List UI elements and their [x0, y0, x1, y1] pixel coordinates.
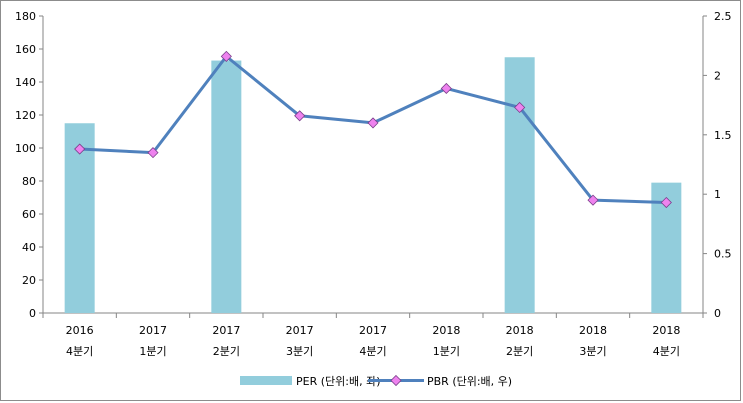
- pbr-point: [367, 117, 379, 129]
- left-tick-label: 80: [22, 175, 36, 188]
- left-tick-label: 100: [15, 142, 36, 155]
- left-tick-label: 20: [22, 274, 36, 287]
- category-quarter-label: 1분기: [139, 345, 166, 358]
- pbr-point: [660, 196, 672, 209]
- per-bar: [211, 60, 242, 313]
- pbr-point: [147, 147, 159, 159]
- right-tick-label: 0: [714, 307, 721, 320]
- pbr-point: [74, 143, 86, 155]
- category-year-label: 2018: [432, 324, 460, 337]
- right-tick-label: 2: [714, 69, 721, 82]
- category-quarter-label: 4분기: [66, 345, 93, 358]
- category-year-label: 2018: [652, 324, 680, 337]
- left-tick-label: 40: [22, 241, 36, 254]
- legend-pbr-marker: [390, 374, 402, 387]
- category-year-label: 2016: [66, 324, 94, 337]
- left-tick-label: 180: [15, 10, 36, 23]
- legend-per-swatch: [240, 376, 292, 385]
- pbr-point: [440, 82, 452, 95]
- category-year-label: 2017: [359, 324, 387, 337]
- category-quarter-label: 4분기: [653, 345, 680, 358]
- left-tick-label: 140: [15, 76, 36, 89]
- x-axis: 2016 4분기 2017 1분기 2017 2분기 2017 3분기 2017 4분기 2018 1…: [42, 312, 704, 358]
- per-bar: [504, 57, 535, 313]
- category-quarter-label: 3분기: [579, 345, 606, 358]
- right-tick-label: 2.5: [714, 10, 732, 23]
- left-axis: 0 20 40 60 80 100 120 140 160 180: [15, 10, 44, 320]
- category-year-label: 2017: [286, 324, 314, 337]
- category-quarter-label: 4분기: [359, 345, 386, 358]
- right-tick-label: 1.5: [714, 129, 732, 142]
- per-bar: [64, 123, 95, 313]
- pbr-point: [514, 101, 526, 114]
- category-year-label: 2017: [139, 324, 167, 337]
- right-axis: 0 0.5 1 1.5 2 2.5: [702, 10, 732, 320]
- category-year-label: 2017: [212, 324, 240, 337]
- pbr-point: [220, 50, 232, 62]
- category-quarter-label: 2분기: [213, 345, 240, 358]
- pbr-series-line: [79, 54, 667, 205]
- pbr-point: [587, 194, 599, 206]
- category-quarter-label: 1분기: [433, 345, 460, 358]
- legend-per-label: PER (단위:배, 좌): [296, 375, 381, 388]
- left-tick-label: 120: [15, 109, 36, 122]
- category-year-label: 2018: [506, 324, 534, 337]
- category-quarter-label: 3분기: [286, 345, 313, 358]
- left-tick-label: 60: [22, 208, 36, 221]
- legend-pbr-label: PBR (단위:배, 우): [427, 375, 512, 388]
- pbr-point: [294, 110, 306, 122]
- right-tick-label: 1: [714, 188, 721, 201]
- right-tick-label: 0.5: [714, 248, 732, 261]
- pbr-line: [74, 50, 672, 209]
- per-bars: [64, 57, 682, 313]
- legend: PER (단위:배, 좌) PBR (단위:배, 우): [240, 374, 512, 388]
- left-tick-label: 160: [15, 43, 36, 56]
- left-tick-label: 0: [29, 307, 36, 320]
- category-quarter-label: 2분기: [506, 345, 533, 358]
- category-year-label: 2018: [579, 324, 607, 337]
